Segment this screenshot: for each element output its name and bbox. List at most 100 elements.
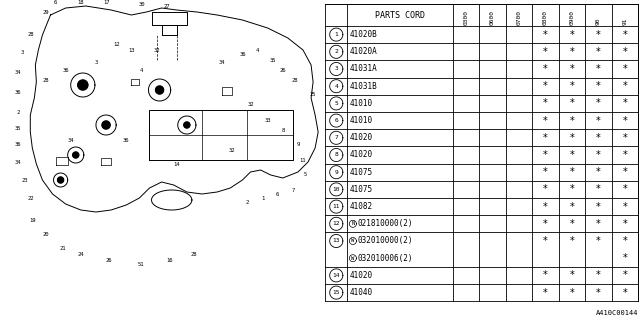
Text: *: * bbox=[570, 184, 574, 194]
Text: 51: 51 bbox=[138, 262, 145, 268]
Text: *: * bbox=[596, 47, 601, 57]
Text: 32: 32 bbox=[154, 47, 160, 52]
Text: *: * bbox=[596, 116, 601, 125]
Text: *: * bbox=[622, 47, 627, 57]
Text: 28: 28 bbox=[27, 33, 33, 37]
Text: 1: 1 bbox=[261, 196, 264, 201]
Text: 9: 9 bbox=[296, 142, 300, 148]
Text: 0600: 0600 bbox=[490, 10, 495, 25]
Text: 41020: 41020 bbox=[349, 133, 372, 142]
Text: 36: 36 bbox=[63, 68, 69, 73]
Text: 32: 32 bbox=[229, 148, 236, 153]
Text: 34: 34 bbox=[219, 60, 225, 65]
Text: *: * bbox=[570, 64, 574, 74]
Text: A410C00144: A410C00144 bbox=[595, 310, 638, 316]
Text: *: * bbox=[543, 116, 548, 125]
Text: *: * bbox=[596, 30, 601, 40]
Text: 41031A: 41031A bbox=[349, 65, 377, 74]
Text: W: W bbox=[351, 256, 355, 261]
Text: *: * bbox=[570, 167, 574, 177]
Text: *: * bbox=[570, 133, 574, 143]
Text: 9: 9 bbox=[334, 170, 338, 175]
Text: *: * bbox=[622, 133, 627, 143]
Text: 41031B: 41031B bbox=[349, 82, 377, 91]
Text: *: * bbox=[543, 47, 548, 57]
Text: *: * bbox=[596, 133, 601, 143]
Text: 1: 1 bbox=[334, 32, 338, 37]
Text: *: * bbox=[596, 64, 601, 74]
Text: *: * bbox=[596, 270, 601, 280]
Text: 24: 24 bbox=[77, 252, 84, 258]
Text: *: * bbox=[596, 167, 601, 177]
Text: *: * bbox=[543, 64, 548, 74]
Polygon shape bbox=[58, 177, 63, 183]
Text: 41020: 41020 bbox=[349, 271, 372, 280]
Text: 30: 30 bbox=[138, 2, 145, 6]
Text: *: * bbox=[543, 219, 548, 229]
Text: 34: 34 bbox=[67, 138, 74, 142]
Text: *: * bbox=[596, 288, 601, 298]
Text: 41075: 41075 bbox=[349, 168, 372, 177]
Text: 7: 7 bbox=[334, 135, 338, 140]
Text: 41040: 41040 bbox=[349, 288, 372, 297]
Text: *: * bbox=[622, 270, 627, 280]
Text: *: * bbox=[570, 81, 574, 91]
Text: 13: 13 bbox=[128, 47, 134, 52]
Text: 36: 36 bbox=[15, 142, 21, 148]
Text: 35: 35 bbox=[269, 58, 276, 62]
Text: 2: 2 bbox=[334, 49, 338, 54]
Text: 4: 4 bbox=[334, 84, 338, 89]
Text: *: * bbox=[543, 270, 548, 280]
Text: 36: 36 bbox=[239, 52, 246, 58]
Text: 41010: 41010 bbox=[349, 99, 372, 108]
Text: 3: 3 bbox=[334, 67, 338, 71]
Text: 0300: 0300 bbox=[463, 10, 468, 25]
Text: *: * bbox=[543, 202, 548, 212]
Text: *: * bbox=[596, 236, 601, 246]
Text: 34: 34 bbox=[15, 159, 21, 164]
Text: *: * bbox=[622, 150, 627, 160]
Text: 14: 14 bbox=[173, 163, 180, 167]
Text: 28: 28 bbox=[292, 77, 298, 83]
Text: *: * bbox=[543, 133, 548, 143]
Text: *: * bbox=[570, 202, 574, 212]
Text: 41075: 41075 bbox=[349, 185, 372, 194]
Text: *: * bbox=[543, 167, 548, 177]
Text: *: * bbox=[570, 47, 574, 57]
Text: 28: 28 bbox=[191, 252, 197, 258]
Text: 21: 21 bbox=[60, 245, 66, 251]
Text: *: * bbox=[622, 30, 627, 40]
Text: 28: 28 bbox=[42, 77, 49, 83]
Text: 33: 33 bbox=[264, 117, 271, 123]
Text: 41020B: 41020B bbox=[349, 30, 377, 39]
Text: 8: 8 bbox=[281, 127, 284, 132]
Text: 14: 14 bbox=[333, 273, 340, 278]
Text: *: * bbox=[570, 30, 574, 40]
Text: *: * bbox=[596, 184, 601, 194]
Text: *: * bbox=[622, 219, 627, 229]
Text: 36: 36 bbox=[123, 138, 129, 142]
Text: *: * bbox=[622, 202, 627, 212]
Text: *: * bbox=[543, 150, 548, 160]
Text: 41020A: 41020A bbox=[349, 47, 377, 56]
Text: 6: 6 bbox=[334, 118, 338, 123]
Text: 35: 35 bbox=[15, 125, 21, 131]
Text: 90: 90 bbox=[596, 18, 601, 25]
Text: *: * bbox=[543, 288, 548, 298]
Text: 32: 32 bbox=[247, 102, 253, 108]
Text: 15: 15 bbox=[333, 290, 340, 295]
Text: 91: 91 bbox=[622, 18, 627, 25]
Text: *: * bbox=[570, 236, 574, 246]
Text: 16: 16 bbox=[166, 258, 173, 262]
Text: *: * bbox=[570, 98, 574, 108]
Text: 4: 4 bbox=[140, 68, 143, 73]
Text: *: * bbox=[570, 219, 574, 229]
Text: 032010000(2): 032010000(2) bbox=[357, 236, 413, 245]
Text: 032010006(2): 032010006(2) bbox=[357, 254, 413, 263]
Text: 2: 2 bbox=[246, 199, 249, 204]
Text: *: * bbox=[622, 116, 627, 125]
Text: *: * bbox=[596, 150, 601, 160]
Polygon shape bbox=[78, 80, 88, 90]
Text: 36: 36 bbox=[15, 90, 21, 94]
Text: 34: 34 bbox=[15, 69, 21, 75]
